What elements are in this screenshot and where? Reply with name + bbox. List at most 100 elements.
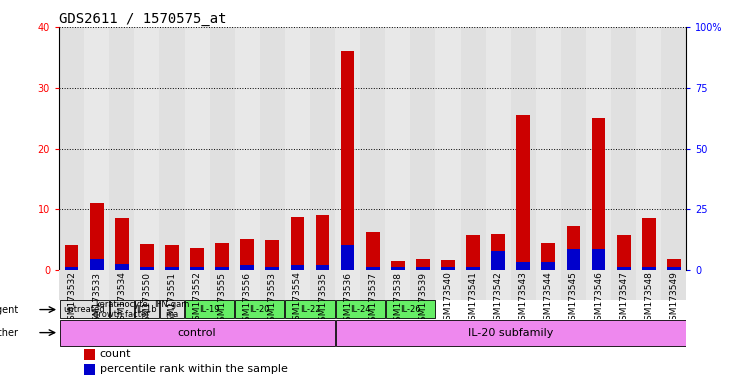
Bar — [410, 27, 435, 270]
Bar — [636, 27, 661, 270]
Bar — [410, 270, 435, 300]
Bar — [260, 270, 285, 300]
Bar — [360, 27, 385, 270]
Bar — [385, 270, 410, 300]
Text: control: control — [178, 328, 216, 338]
Bar — [336, 320, 686, 346]
Bar — [360, 270, 385, 300]
Bar — [310, 27, 335, 270]
Bar — [592, 250, 605, 270]
Text: GSM173535: GSM173535 — [318, 271, 327, 327]
Bar — [617, 266, 630, 270]
Text: IL-1b: IL-1b — [137, 305, 157, 314]
Bar — [567, 227, 580, 270]
Bar — [466, 266, 480, 270]
Bar — [561, 270, 586, 300]
Bar — [466, 235, 480, 270]
Bar — [135, 300, 159, 318]
Text: GSM173544: GSM173544 — [544, 271, 553, 326]
Text: GSM173553: GSM173553 — [268, 271, 277, 327]
Bar — [266, 266, 279, 270]
Bar — [235, 270, 260, 300]
Bar — [115, 218, 128, 270]
Bar — [109, 27, 134, 270]
Text: IL-22: IL-22 — [300, 305, 320, 314]
Text: GSM173534: GSM173534 — [117, 271, 126, 326]
Bar — [441, 260, 455, 270]
Bar — [84, 364, 95, 375]
Text: IL-19: IL-19 — [199, 305, 220, 314]
Bar — [441, 266, 455, 270]
Text: GSM173541: GSM173541 — [469, 271, 477, 326]
Bar — [241, 265, 254, 270]
Bar — [335, 270, 360, 300]
Text: GSM173552: GSM173552 — [193, 271, 201, 326]
Bar — [59, 270, 84, 300]
Bar — [385, 27, 410, 270]
Bar — [210, 27, 235, 270]
Text: IL-24: IL-24 — [350, 305, 370, 314]
Bar — [285, 27, 310, 270]
Text: GSM173532: GSM173532 — [67, 271, 76, 326]
Bar — [511, 27, 536, 270]
Bar — [285, 270, 310, 300]
Bar — [486, 270, 511, 300]
Text: agent: agent — [0, 305, 18, 314]
Bar — [542, 262, 555, 270]
Text: GSM173545: GSM173545 — [569, 271, 578, 326]
Bar — [159, 270, 184, 300]
Bar — [59, 27, 84, 270]
Text: GSM173548: GSM173548 — [644, 271, 653, 326]
Bar — [184, 27, 210, 270]
Bar — [667, 266, 680, 270]
Bar — [159, 27, 184, 270]
Bar — [536, 270, 561, 300]
Bar — [60, 320, 334, 346]
Bar — [165, 266, 179, 270]
Text: GSM173556: GSM173556 — [243, 271, 252, 327]
Text: GSM173539: GSM173539 — [418, 271, 427, 327]
Text: percentile rank within the sample: percentile rank within the sample — [100, 364, 288, 374]
Bar — [316, 215, 329, 270]
Bar — [65, 266, 78, 270]
Bar — [286, 300, 334, 318]
Bar — [611, 27, 636, 270]
Text: GSM173533: GSM173533 — [92, 271, 101, 327]
Text: keratinocyte
growth factor: keratinocyte growth factor — [94, 300, 150, 319]
Text: IFN-gam
ma: IFN-gam ma — [154, 300, 190, 319]
Bar — [241, 238, 254, 270]
Bar — [65, 245, 78, 270]
Bar — [140, 266, 154, 270]
Bar — [84, 27, 109, 270]
Bar — [160, 300, 184, 318]
Bar — [486, 27, 511, 270]
Bar — [667, 259, 680, 270]
Bar — [341, 245, 354, 270]
Bar — [291, 265, 304, 270]
Bar — [592, 118, 605, 270]
Bar — [84, 349, 95, 360]
Bar — [134, 27, 159, 270]
Bar — [642, 266, 655, 270]
Bar — [235, 27, 260, 270]
Bar — [266, 240, 279, 270]
Bar — [586, 270, 611, 300]
Text: GSM173538: GSM173538 — [393, 271, 402, 327]
Text: GSM173555: GSM173555 — [218, 271, 227, 327]
Bar — [310, 270, 335, 300]
Bar — [416, 266, 430, 270]
Bar — [215, 266, 229, 270]
Bar — [461, 27, 486, 270]
Bar — [661, 27, 686, 270]
Bar — [90, 259, 103, 270]
Text: GSM173551: GSM173551 — [168, 271, 176, 327]
Bar — [492, 234, 505, 270]
Bar — [190, 266, 204, 270]
Bar — [291, 217, 304, 270]
Bar — [316, 265, 329, 270]
Bar — [435, 27, 461, 270]
Bar — [511, 270, 536, 300]
Bar — [391, 261, 404, 270]
Text: GSM173542: GSM173542 — [494, 271, 503, 326]
Bar — [461, 270, 486, 300]
